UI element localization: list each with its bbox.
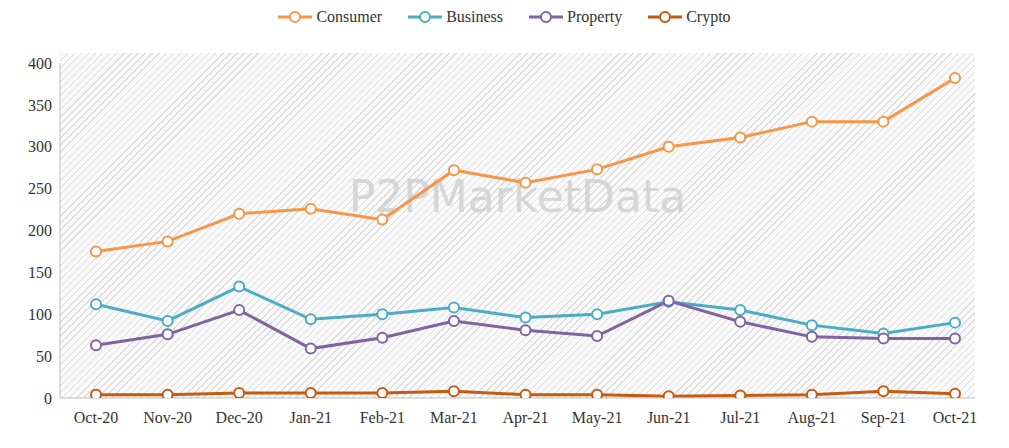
- svg-text:150: 150: [28, 264, 52, 281]
- html-text:Consumer: Consumer: [316, 8, 383, 25]
- svg-text:50: 50: [36, 348, 52, 365]
- svg-text:250: 250: [28, 180, 52, 197]
- svg-text:Jan-21: Jan-21: [289, 409, 332, 426]
- svg-text:Aug-21: Aug-21: [787, 409, 836, 427]
- svg-text:100: 100: [28, 306, 52, 323]
- svg-text:Apr-21: Apr-21: [503, 409, 549, 427]
- svg-text:Oct-20: Oct-20: [74, 409, 118, 426]
- svg-text:Oct-21: Oct-21: [933, 409, 977, 426]
- svg-text:Jul-21: Jul-21: [720, 409, 760, 426]
- svg-text:Mar-21: Mar-21: [430, 409, 478, 426]
- svg-text:400: 400: [28, 55, 52, 72]
- svg-text:350: 350: [28, 97, 52, 114]
- html-text:Property: Property: [567, 8, 623, 25]
- svg-text:May-21: May-21: [572, 409, 623, 427]
- svg-text:Nov-20: Nov-20: [143, 409, 192, 426]
- svg-text:200: 200: [28, 222, 52, 239]
- html-text:Crypto: Crypto: [686, 8, 731, 25]
- svg-text:Feb-21: Feb-21: [360, 409, 405, 426]
- svg-text:300: 300: [28, 138, 52, 155]
- svg-text:Dec-20: Dec-20: [216, 409, 263, 426]
- html-text:Business: Business: [446, 8, 504, 25]
- svg-text:Sep-21: Sep-21: [861, 409, 906, 427]
- svg-text:Jun-21: Jun-21: [647, 409, 691, 426]
- html-text:P2PMarketData: P2PMarketData: [348, 170, 687, 222]
- svg-text:0: 0: [44, 390, 52, 407]
